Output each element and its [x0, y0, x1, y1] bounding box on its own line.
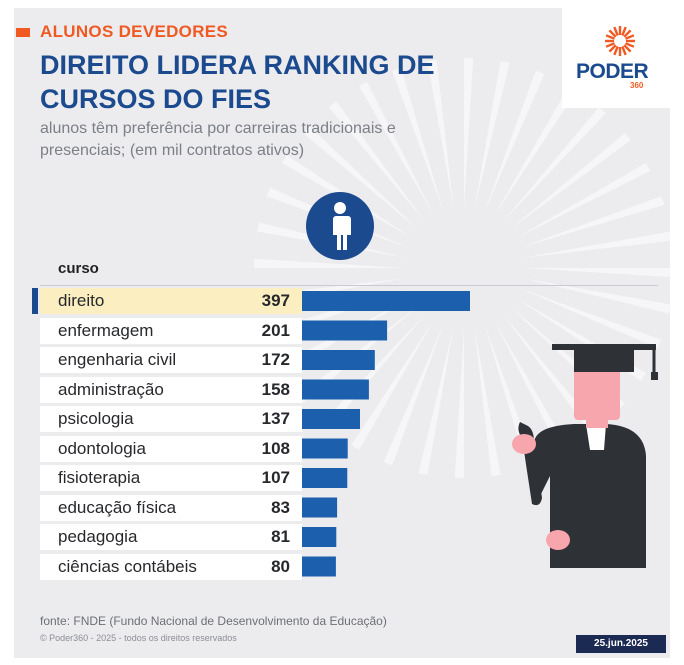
kicker-square	[16, 27, 30, 37]
value-label: 172	[261, 350, 290, 369]
logo-number: 360	[630, 81, 644, 90]
kicker: ALUNOS DEVEDORES	[16, 22, 228, 42]
sun-icon	[605, 26, 635, 56]
category-label: fisioterapia	[58, 468, 141, 487]
bar	[302, 409, 360, 429]
table-row: psicologia 137	[40, 406, 302, 432]
category-label: educação física	[58, 497, 177, 517]
kicker-text: ALUNOS DEVEDORES	[40, 22, 229, 41]
value-label: 81	[271, 527, 290, 546]
bar	[302, 379, 369, 400]
copyright-note: © Poder360 - 2025 - todos os direitos re…	[40, 633, 237, 643]
category-label: administração	[58, 379, 164, 399]
date-badge: 25.jun.2025	[576, 635, 666, 653]
category-label: pedagogia	[58, 527, 138, 546]
bar	[302, 497, 338, 518]
logo-word: PODER	[576, 60, 649, 83]
value-label: 201	[261, 320, 290, 340]
source-note: fonte: FNDE (Fundo Nacional de Desenvolv…	[40, 614, 387, 628]
table-row: administração 158	[40, 376, 302, 403]
person-icon	[306, 192, 374, 260]
graduate-illustration	[512, 344, 658, 568]
infographic-card: ALUNOS DEVEDORES DIREITO LIDERA RANKING …	[14, 8, 670, 658]
value-label: 83	[271, 497, 290, 517]
bar	[302, 438, 348, 459]
header-divider	[40, 285, 658, 286]
value-label: 397	[261, 291, 290, 310]
bar	[302, 350, 375, 370]
table-row: fisioterapia 107	[40, 465, 302, 491]
value-label: 80	[271, 556, 290, 576]
table-row: direito 397	[40, 288, 302, 314]
category-label: psicologia	[58, 409, 134, 428]
category-label: odontologia	[58, 438, 146, 458]
bar-chart	[302, 291, 470, 577]
page-title: DIREITO LIDERA RANKING DE CURSOS DO FIES	[40, 50, 435, 114]
column-header: curso	[58, 260, 99, 277]
bar	[302, 291, 470, 311]
bar	[302, 468, 348, 488]
poder360-logo: PODER 360	[562, 8, 670, 108]
category-label: enfermagem	[58, 320, 154, 340]
highlight-marker	[32, 288, 38, 314]
bar	[302, 527, 337, 547]
table-row: educação física 83	[40, 494, 302, 521]
value-label: 108	[261, 438, 290, 458]
table-row: enfermagem 201	[40, 317, 302, 344]
table-row: engenharia civil 172	[40, 347, 302, 373]
category-label: direito	[58, 291, 105, 310]
bar	[302, 556, 336, 577]
table-row: odontologia 108	[40, 435, 302, 462]
value-label: 158	[261, 379, 290, 399]
table-row: pedagogia 81	[40, 524, 302, 550]
bar	[302, 320, 388, 341]
value-label: 107	[261, 468, 290, 487]
table-row: ciências contábeis 80	[40, 553, 302, 580]
category-label: engenharia civil	[58, 350, 177, 369]
value-label: 137	[261, 409, 290, 428]
subtitle: alunos têm preferência por carreiras tra…	[40, 120, 396, 159]
category-label: ciências contábeis	[58, 556, 197, 576]
